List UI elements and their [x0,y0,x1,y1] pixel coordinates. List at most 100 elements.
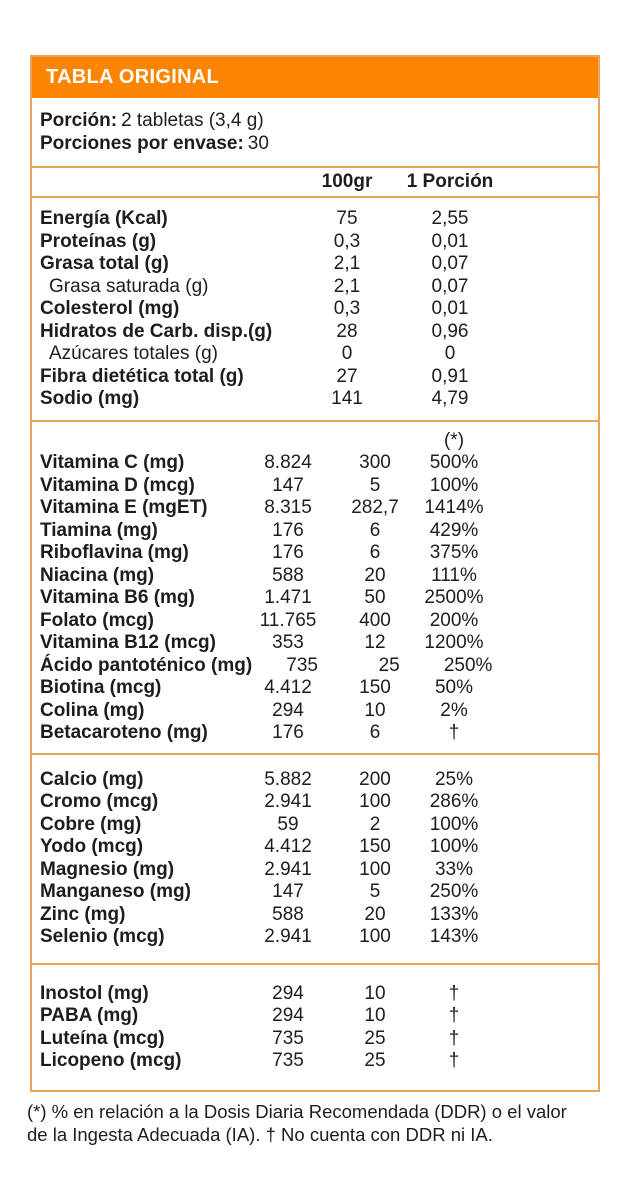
value-pct-ddr: 25% [434,768,474,790]
table-title: TABLA ORIGINAL [46,66,220,88]
value-pct-ddr: 133% [429,903,479,925]
table-row: Biotina (mcg) 4.412 150 50% [32,677,598,700]
portion-line: Porción: 2 tabletas (3,4 g) [40,109,588,132]
value-pct-ddr: † [448,722,460,743]
table-row: Sodio (mg) 141 4,79 [32,388,598,411]
section-vitamins: (*) Vitamina C (mg) 8.824 300 500% Vitamina … [32,422,598,755]
row-label: Grasa saturada (g) [49,275,209,297]
column-header-100g: 100gr [321,171,373,192]
value-per-100g: 28 [336,320,358,342]
value-per-100g: 2.941 [264,791,312,812]
value-per-100g: 8.824 [264,452,312,473]
value-per-portion: 4,79 [431,388,469,409]
row-label: Proteínas (g) [40,230,157,252]
pct-header-spacer [238,430,338,453]
table-row: Folato (mcg) 11.765 400 200% [32,610,598,633]
value-pct-ddr: 375% [429,542,479,563]
value-pct-ddr: 250% [429,881,479,902]
value-per-portion: 282,7 [351,497,399,518]
row-label: Vitamina D (mcg) [40,474,195,496]
value-pct-ddr: 2500% [424,587,484,608]
table-row: Grasa total (g) 2,1 0,07 [32,253,598,276]
value-per-100g: 147 [272,474,304,496]
row-label: Vitamina E (mgET) [40,497,208,518]
value-per-100g: 176 [272,542,304,563]
value-pct-ddr: 200% [429,609,479,631]
value-per-portion: 20 [364,903,386,925]
row-label: Betacaroteno (mg) [40,722,208,743]
table-row: Licopeno (mcg) 735 25 † [32,1050,598,1073]
row-label: Colina (mg) [40,699,145,721]
value-per-100g: 588 [272,903,304,925]
value-per-portion: 25 [364,1050,386,1071]
table-row: Colina (mg) 294 10 2% [32,700,598,723]
value-pct-ddr: † [448,1005,460,1026]
value-per-portion: 300 [359,452,391,473]
value-pct-ddr: 2% [440,699,468,721]
table-row: PABA (mg) 294 10 † [32,1005,598,1028]
row-label: Hidratos de Carb. disp.(g) [40,320,273,342]
value-per-100g: 75 [336,208,358,229]
row-label: Vitamina C (mg) [40,452,185,473]
value-per-portion: 25 [364,1027,386,1049]
value-pct-ddr: 429% [429,519,479,541]
value-per-portion: 150 [359,836,391,857]
row-label: Cromo (mcg) [40,791,159,812]
value-pct-ddr: 50% [434,677,474,698]
row-label: Colesterol (mg) [40,298,180,319]
table-row: Inostol (mg) 294 10 † [32,983,598,1006]
value-pct-ddr: 100% [429,474,479,496]
vitamins-rows: Vitamina C (mg) 8.824 300 500% Vitamina D (m… [32,452,598,745]
value-per-100g: 176 [272,722,304,743]
value-pct-ddr: 111% [431,564,477,586]
table-row: Vitamina B12 (mcg) 353 12 1200% [32,632,598,655]
value-pct-ddr: † [448,1027,460,1049]
table-row: Energía (Kcal) 75 2,55 [32,208,598,231]
table-row: Betacaroteno (mg) 176 6 † [32,722,598,745]
table-row: Luteína (mcg) 735 25 † [32,1028,598,1051]
value-pct-ddr: 286% [429,791,479,812]
value-pct-ddr: 100% [429,836,479,857]
value-per-100g: 1.471 [264,587,312,608]
value-per-portion: 50 [364,587,386,608]
row-label: Licopeno (mcg) [40,1050,182,1071]
value-per-portion: 200 [359,768,391,790]
row-label: Tiamina (mg) [40,519,158,541]
value-per-portion: 10 [364,699,386,721]
footnote: (*) % en relación a la Dosis Diaria Reco… [27,1101,567,1145]
serving-info: Porción: 2 tabletas (3,4 g) Porciones por… [32,98,598,168]
value-pct-ddr: 500% [429,452,479,473]
table-row: Zinc (mg) 588 20 133% [32,904,598,927]
value-per-100g: 4.412 [264,836,312,857]
table-row: Tiamina (mg) 176 6 429% [32,520,598,543]
value-pct-ddr: 1200% [424,632,484,653]
portion-value: 2 tabletas (3,4 g) [121,110,264,131]
row-label: Selenio (mcg) [40,926,165,947]
table-row: Vitamina C (mg) 8.824 300 500% [32,452,598,475]
table-row: Vitamina B6 (mg) 1.471 50 2500% [32,587,598,610]
value-per-portion: 0,01 [431,298,469,319]
value-per-100g: 147 [272,881,304,902]
row-label: Energía (Kcal) [40,208,168,229]
value-pct-ddr: † [448,1050,460,1071]
table-row: Niacina (mg) 588 20 111% [32,565,598,588]
table-row: Proteínas (g) 0,3 0,01 [32,231,598,254]
value-per-100g: 59 [277,813,299,835]
row-label: Azúcares totales (g) [49,343,218,364]
value-per-portion: 25 [378,654,400,676]
value-pct-ddr: 143% [429,926,479,947]
value-per-100g: 2,1 [333,275,361,297]
value-per-portion: 100 [359,858,391,880]
row-label: Yodo (mcg) [40,836,144,857]
row-label: Grasa total (g) [40,253,169,274]
table-row: Yodo (mcg) 4.412 150 100% [32,836,598,859]
value-per-portion: 100 [359,926,391,947]
value-per-portion: 0,91 [431,365,469,387]
value-pct-ddr: 33% [434,858,474,880]
value-per-100g: 0 [341,343,353,364]
row-label: Inostol (mg) [40,982,149,1004]
row-label: Sodio (mg) [40,388,140,409]
row-label: Zinc (mg) [40,903,126,925]
row-label: Folato (mcg) [40,609,154,631]
row-label: Ácido pantoténico (mg) [40,654,253,676]
